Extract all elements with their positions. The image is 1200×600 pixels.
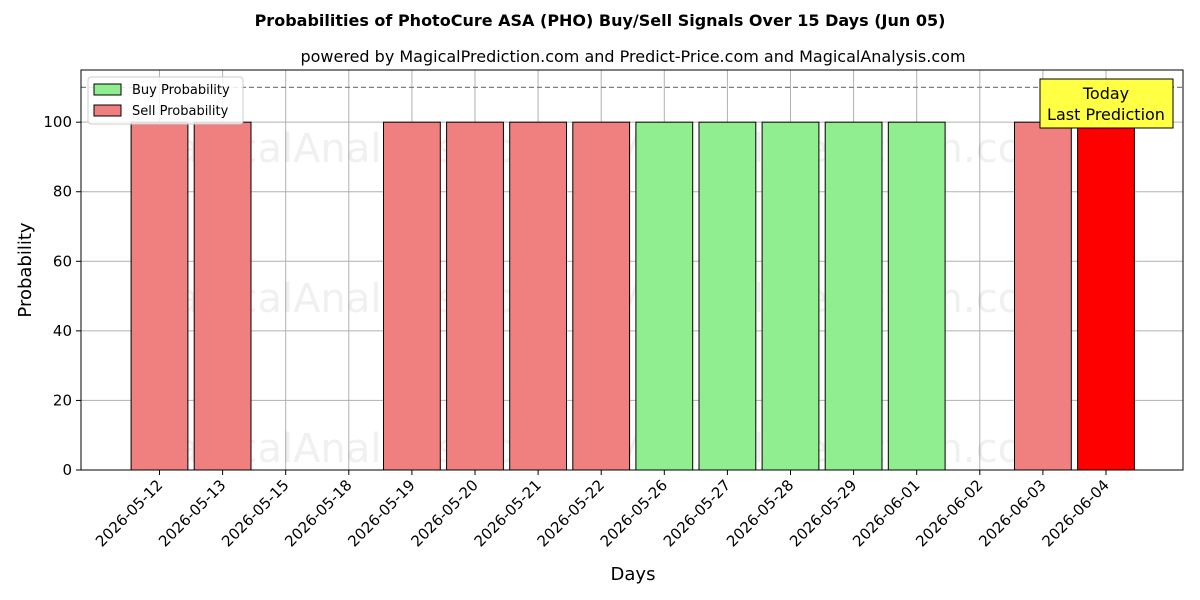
x-tick-label: 2026-05-28 [723,476,797,550]
annotation-line: Last Prediction [1047,105,1165,124]
legend-label: Buy Probability [132,83,230,98]
x-tick-label: 2026-05-13 [155,476,229,550]
chart-subtitle: powered by MagicalPrediction.com and Pre… [300,47,965,66]
plot-frame [80,69,1184,471]
y-axis: 0 20 40 60 80 100 [43,113,81,479]
x-tick-label: 2026-05-12 [92,476,166,550]
bar-buy-2026-05-29 [824,121,883,471]
bar-sell-2026-05-19 [383,121,441,471]
x-tick-label: 2026-05-29 [786,476,860,550]
legend-label: Sell Probability [132,104,229,119]
bars [130,121,1135,471]
x-tick-label: 2026-05-19 [344,476,418,550]
x-tick-label: 2026-05-18 [281,476,355,550]
annotation-box [1039,78,1174,129]
bar-sell-2026-05-13 [193,121,252,471]
y-tick-label: 20 [53,391,72,409]
y-tick-label: 40 [53,322,72,340]
bar-sell-2026-05-21 [509,121,568,471]
legend-swatch [93,83,122,96]
x-axis-label: Days [611,564,656,585]
legend-box [87,76,244,125]
x-tick-label: 2026-05-26 [597,476,671,550]
bar-sell-2026-05-12 [130,121,189,471]
bar-buy-2026-05-27 [698,121,757,471]
bar-sell-2026-06-03 [1014,121,1072,471]
annotation-line: Today [1082,84,1129,103]
y-tick-label: 100 [43,113,72,131]
x-tick-label: 2026-06-01 [849,476,923,550]
x-tick-label: 2026-05-21 [471,476,545,550]
x-tick-label: 2026-06-02 [912,476,986,550]
x-tick-label: 2026-05-15 [218,476,292,550]
y-tick-label: 80 [53,183,72,201]
x-tick-label: 2026-05-22 [534,476,608,550]
bar-sell-2026-06-04 [1077,121,1135,471]
today-annotation: Today Last Prediction [1039,78,1174,129]
x-axis: 2026-05-122026-05-132026-05-152026-05-18… [92,470,1113,550]
x-tick-label: 2026-05-20 [407,476,481,550]
y-axis-label: Probability [15,222,36,317]
bar-buy-2026-05-26 [635,121,694,471]
chart-title: Probabilities of PhotoCure ASA (PHO) Buy… [255,11,946,30]
bar-buy-2026-06-01 [887,121,946,471]
bar-sell-2026-05-22 [572,121,631,471]
legend-swatch [93,104,122,117]
legend: Buy Probability Sell Probability [87,76,244,125]
bar-buy-2026-05-28 [761,121,820,471]
x-tick-label: 2026-06-03 [975,476,1049,550]
y-tick-label: 60 [53,252,72,270]
x-tick-label: 2026-06-04 [1038,476,1112,550]
x-tick-label: 2026-05-27 [660,476,734,550]
y-tick-label: 0 [62,461,72,479]
bar-sell-2026-05-20 [446,121,504,471]
